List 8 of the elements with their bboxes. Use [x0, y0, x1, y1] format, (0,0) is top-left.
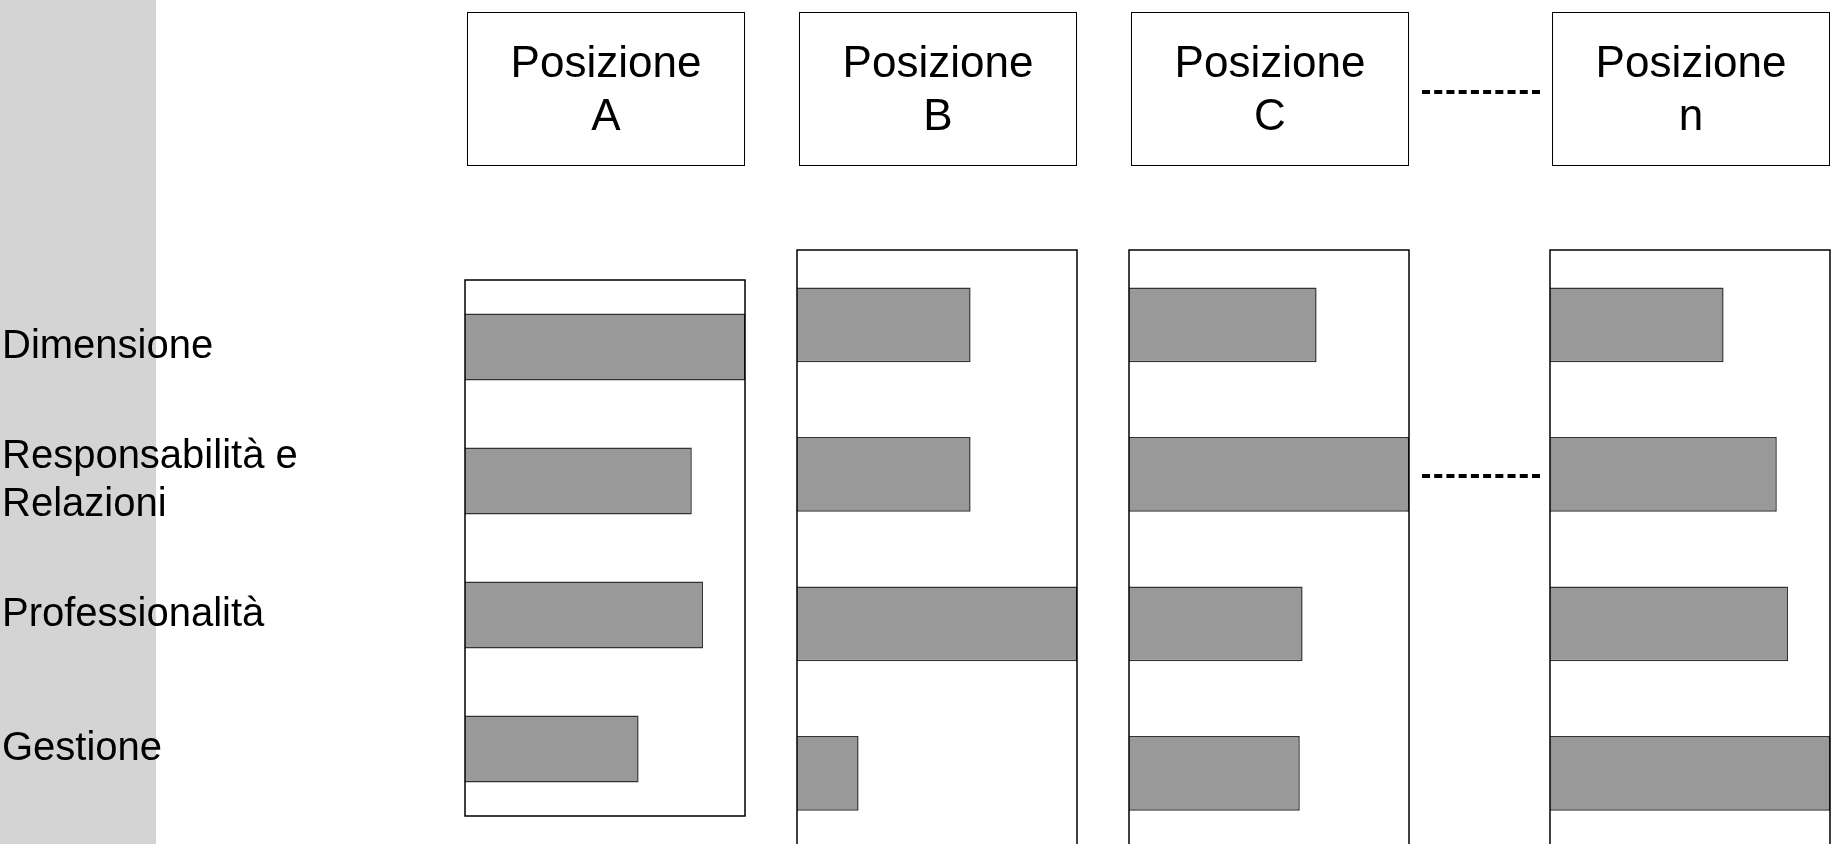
y-tick-label: Gestione — [2, 724, 163, 769]
chart-title: Posizione B — [799, 12, 1077, 166]
chart-title: Posizione A — [467, 12, 745, 166]
y-tick-label: Dimensione — [2, 322, 214, 367]
y-tick-label: Responsabilità e Relazioni — [2, 432, 298, 525]
chart-title: Posizione C — [1131, 12, 1409, 166]
y-tick-label: Professionalità — [2, 590, 266, 635]
chart-title: Posizione n — [1552, 12, 1830, 166]
